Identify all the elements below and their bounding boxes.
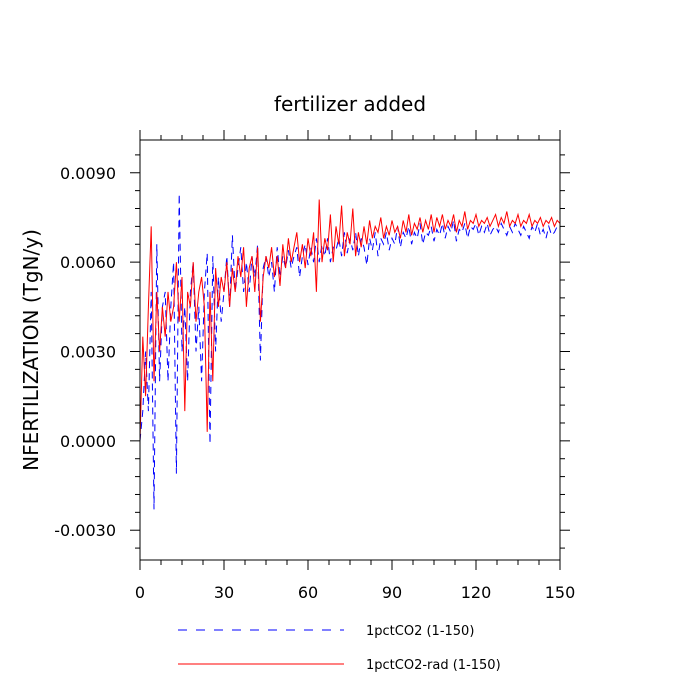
x-tick-label: 60 (298, 583, 318, 602)
y-tick-label: -0.0030 (54, 521, 116, 540)
legend-label-2: 1pctCO2-rad (1-150) (366, 658, 501, 673)
y-tick-label: 0.0060 (60, 253, 116, 272)
plot-frame (139, 139, 561, 561)
y-tick-label: 0.0000 (60, 432, 116, 451)
x-tick-label: 0 (135, 583, 145, 602)
x-tick-label: 120 (461, 583, 492, 602)
y-axis-label: NFERTILIZATION (TgN/y) (19, 229, 43, 471)
chart-title: fertilizer added (274, 92, 426, 116)
legend-label-1: 1pctCO2 (1-150) (366, 624, 474, 639)
x-tick-label: 150 (545, 583, 576, 602)
y-tick-label: 0.0030 (60, 342, 116, 361)
y-tick-label: 0.0090 (60, 164, 116, 183)
plot-area: 0 30 60 90 120 150 -0.0030 0.0000 0.0030 0.0060 0.… (54, 130, 575, 602)
series-line-2 (140, 199, 560, 441)
legend: 1pctCO2 (1-150) 1pctCO2-rad (1-150) (178, 624, 501, 673)
x-tick-label: 30 (214, 583, 234, 602)
x-tick-label: 90 (382, 583, 402, 602)
